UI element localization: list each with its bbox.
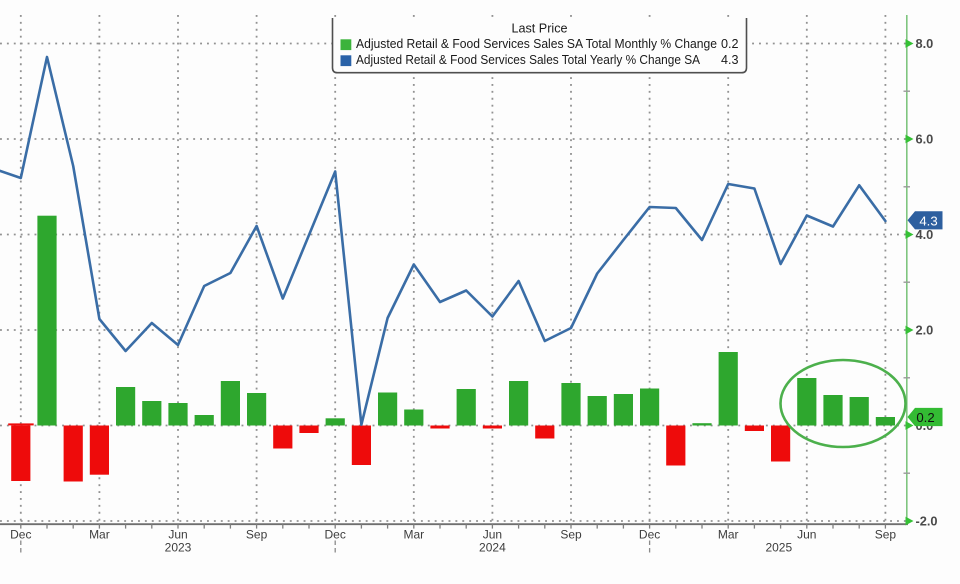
svg-text:-2.0: -2.0 [916,514,938,529]
svg-text:0.2: 0.2 [916,410,934,425]
svg-text:Last Price: Last Price [512,21,568,35]
svg-text:Adjusted Retail & Food Service: Adjusted Retail & Food Services Sales To… [356,53,701,67]
svg-text:Sep: Sep [246,528,268,542]
svg-text:Jun: Jun [797,528,816,542]
svg-text:Dec: Dec [639,528,660,542]
svg-text:Sep: Sep [560,528,582,542]
svg-text:Sep: Sep [875,528,897,542]
svg-text:Mar: Mar [718,528,739,542]
svg-text:6.0: 6.0 [916,132,934,147]
svg-text:Mar: Mar [403,528,424,542]
svg-text:4.3: 4.3 [919,213,937,228]
svg-text:8.0: 8.0 [916,36,934,51]
svg-text:Mar: Mar [89,528,110,542]
svg-text:Jun: Jun [483,528,502,542]
svg-text:2023: 2023 [165,541,192,555]
svg-text:Jun: Jun [168,528,187,542]
svg-text:Dec: Dec [10,528,31,542]
svg-text:2024: 2024 [479,541,506,555]
svg-text:4.0: 4.0 [916,227,934,242]
svg-text:Dec: Dec [325,528,346,542]
svg-text:Adjusted Retail & Food Service: Adjusted Retail & Food Services Sales SA… [356,37,717,51]
svg-text:2.0: 2.0 [916,323,934,338]
svg-text:2025: 2025 [765,541,792,555]
svg-text:0.2: 0.2 [721,37,739,51]
svg-text:4.3: 4.3 [721,53,739,67]
